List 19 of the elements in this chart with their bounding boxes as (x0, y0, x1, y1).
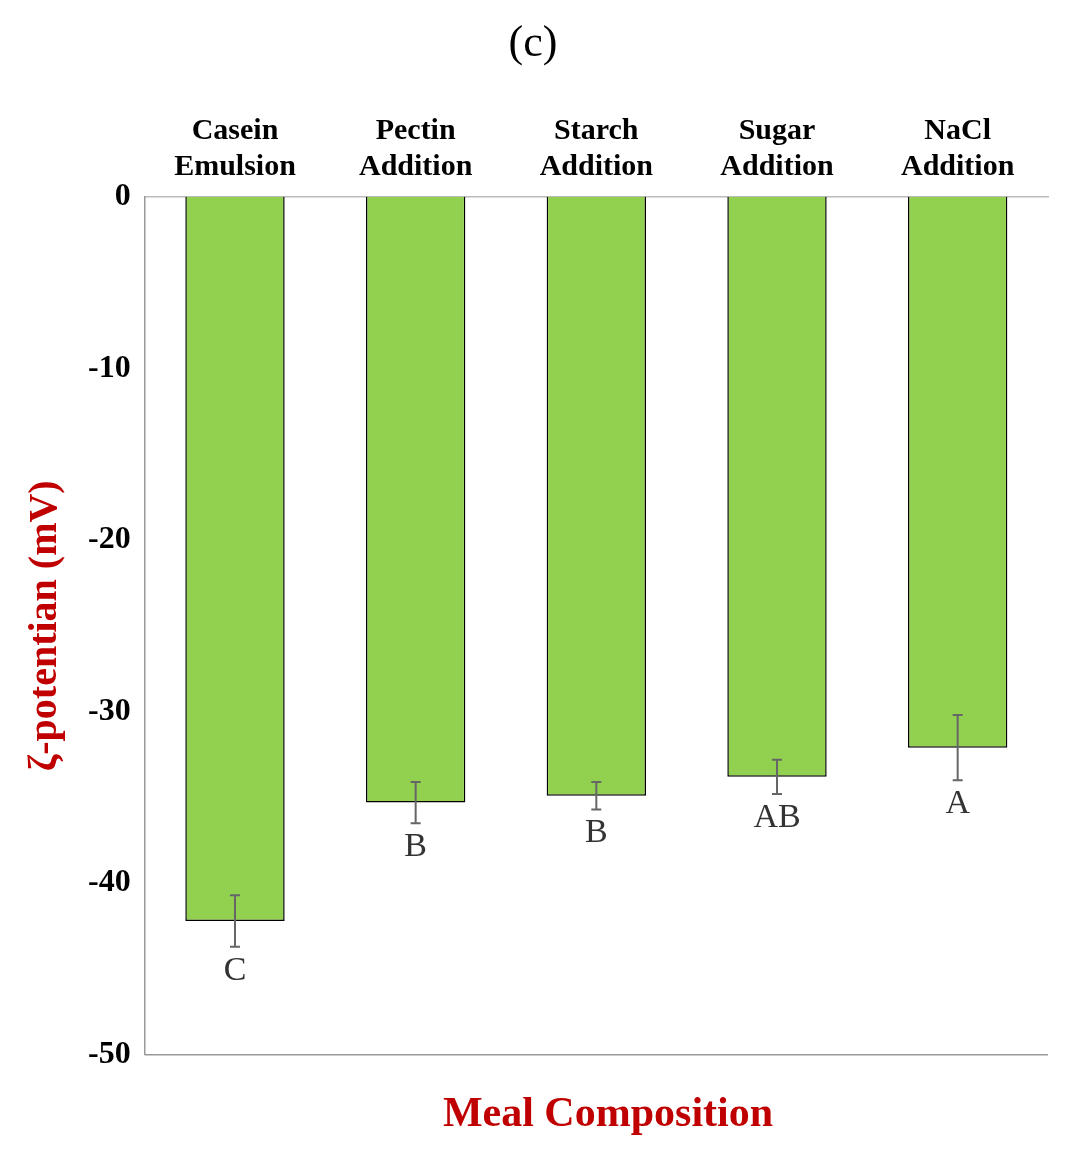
y-tick-label: -10 (88, 347, 131, 384)
x-tick-label: Sugar Addition (720, 111, 834, 181)
annotation: B (584, 812, 608, 850)
x-tick-label: Starch Addition (539, 111, 654, 181)
y-tick-label: -50 (88, 1034, 131, 1071)
x-tick-label: Casein Emulsion (174, 111, 297, 181)
chart-title: (c) (508, 16, 558, 66)
annotation: A (945, 783, 971, 821)
x-tick-label: NaCl Addition (900, 111, 1015, 181)
y-tick-label: -40 (88, 862, 131, 899)
annotation: AB (753, 796, 801, 834)
y-tick-label: 0 (114, 176, 131, 213)
x-tick-label: Pectin Addition (358, 111, 473, 181)
annotation: C (223, 949, 247, 987)
annotation: B (404, 826, 427, 864)
y-axis-title: ζ-potentian (mV) (20, 480, 66, 772)
y-tick-label: -20 (88, 519, 131, 556)
y-tick-label: -30 (88, 690, 131, 727)
x-axis-title: Meal Composition (441, 1088, 775, 1136)
